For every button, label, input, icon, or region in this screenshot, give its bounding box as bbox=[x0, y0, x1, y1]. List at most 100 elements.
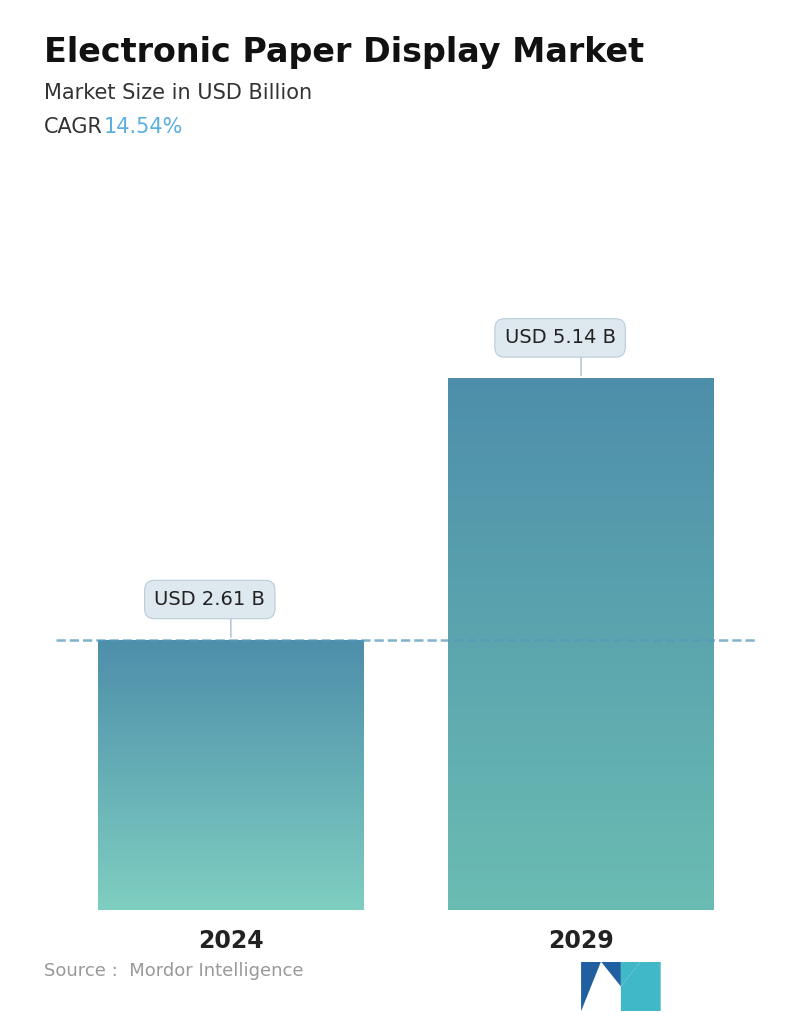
Bar bbox=[448, 713, 714, 716]
Bar bbox=[448, 550, 714, 552]
Bar bbox=[448, 685, 714, 687]
Bar bbox=[448, 828, 714, 830]
Bar bbox=[448, 529, 714, 530]
Text: Source :  Mordor Intelligence: Source : Mordor Intelligence bbox=[44, 963, 303, 980]
Bar bbox=[448, 699, 714, 701]
Bar bbox=[448, 515, 714, 517]
Bar bbox=[448, 823, 714, 825]
Bar bbox=[448, 527, 714, 529]
Bar bbox=[448, 523, 714, 525]
Bar bbox=[448, 522, 714, 523]
Bar bbox=[448, 805, 714, 808]
Bar bbox=[448, 709, 714, 711]
Bar bbox=[448, 552, 714, 554]
Bar bbox=[448, 717, 714, 719]
Bar bbox=[448, 825, 714, 826]
Bar bbox=[448, 848, 714, 850]
Bar bbox=[448, 868, 714, 870]
Text: Market Size in USD Billion: Market Size in USD Billion bbox=[44, 83, 312, 102]
Bar bbox=[448, 467, 714, 468]
Bar bbox=[448, 826, 714, 828]
Bar bbox=[448, 766, 714, 768]
Bar bbox=[448, 405, 714, 406]
Bar bbox=[448, 548, 714, 550]
Bar bbox=[448, 856, 714, 858]
Bar bbox=[448, 505, 714, 506]
Bar bbox=[448, 622, 714, 625]
Bar bbox=[448, 714, 714, 717]
Bar bbox=[448, 508, 714, 510]
Bar bbox=[448, 591, 714, 592]
Bar bbox=[448, 403, 714, 405]
Bar bbox=[448, 503, 714, 505]
Bar bbox=[448, 492, 714, 493]
Bar bbox=[448, 702, 714, 704]
Bar bbox=[448, 704, 714, 706]
Bar bbox=[448, 547, 714, 548]
Bar bbox=[448, 768, 714, 770]
Bar bbox=[448, 610, 714, 612]
Bar bbox=[448, 543, 714, 545]
Bar bbox=[448, 721, 714, 722]
Bar bbox=[448, 681, 714, 683]
Bar bbox=[448, 426, 714, 428]
Bar bbox=[448, 603, 714, 605]
Bar bbox=[448, 554, 714, 555]
Bar bbox=[448, 568, 714, 570]
Bar bbox=[448, 784, 714, 786]
Bar bbox=[448, 540, 714, 542]
Bar bbox=[448, 615, 714, 617]
Bar bbox=[448, 677, 714, 679]
Bar bbox=[448, 520, 714, 522]
Bar bbox=[448, 378, 714, 381]
Bar bbox=[448, 444, 714, 446]
Bar bbox=[448, 423, 714, 425]
Bar bbox=[448, 777, 714, 779]
Bar bbox=[448, 617, 714, 619]
Bar bbox=[448, 640, 714, 642]
Polygon shape bbox=[581, 962, 621, 1011]
Bar bbox=[448, 803, 714, 805]
Bar bbox=[448, 448, 714, 450]
Bar bbox=[448, 430, 714, 431]
Bar bbox=[448, 545, 714, 547]
Bar bbox=[448, 850, 714, 851]
Bar bbox=[448, 853, 714, 855]
Bar bbox=[448, 468, 714, 470]
Bar bbox=[448, 644, 714, 646]
Bar bbox=[448, 500, 714, 503]
Text: USD 5.14 B: USD 5.14 B bbox=[505, 329, 615, 347]
Bar bbox=[448, 779, 714, 781]
Bar bbox=[448, 888, 714, 890]
Bar bbox=[448, 694, 714, 696]
Bar bbox=[448, 878, 714, 880]
Bar bbox=[448, 637, 714, 639]
Bar bbox=[448, 412, 714, 414]
Bar bbox=[448, 905, 714, 907]
Bar bbox=[448, 651, 714, 653]
Bar bbox=[448, 486, 714, 488]
Bar bbox=[448, 584, 714, 585]
Bar bbox=[448, 833, 714, 835]
Bar bbox=[448, 510, 714, 511]
Bar bbox=[448, 579, 714, 580]
Bar bbox=[448, 621, 714, 622]
Bar bbox=[448, 538, 714, 540]
Bar bbox=[448, 625, 714, 627]
Bar bbox=[448, 408, 714, 410]
Bar bbox=[448, 470, 714, 473]
Bar bbox=[448, 796, 714, 798]
Bar bbox=[448, 497, 714, 499]
Bar bbox=[448, 428, 714, 430]
Bar bbox=[448, 898, 714, 900]
Bar bbox=[448, 612, 714, 614]
Bar bbox=[448, 592, 714, 595]
Bar bbox=[448, 598, 714, 600]
Bar bbox=[448, 885, 714, 887]
Bar bbox=[448, 398, 714, 400]
Bar bbox=[448, 901, 714, 903]
Bar bbox=[448, 609, 714, 610]
Bar bbox=[448, 795, 714, 796]
Bar bbox=[448, 394, 714, 396]
Bar bbox=[448, 727, 714, 729]
